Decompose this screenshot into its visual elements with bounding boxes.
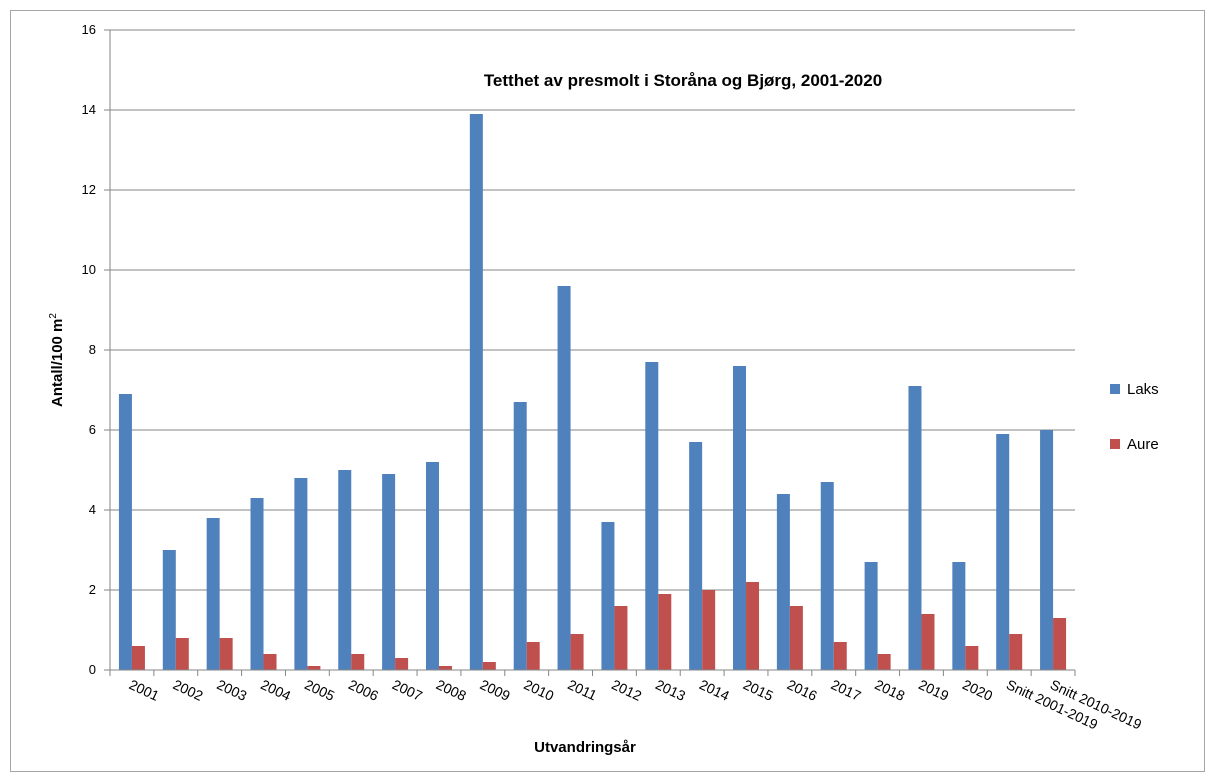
x-category-label: 2010 xyxy=(522,676,557,704)
bar-laks-2011 xyxy=(557,286,571,670)
y-tick-label: 16 xyxy=(82,22,96,37)
bar-laks-2014 xyxy=(689,442,703,670)
bar-aure-2002 xyxy=(175,638,189,670)
bar-aure-2012 xyxy=(614,606,628,670)
axes-group xyxy=(109,30,1076,676)
chart-title: Tetthet av presmolt i Storåna og Bjørg, … xyxy=(484,71,882,90)
x-category-label: 2009 xyxy=(478,676,513,704)
y-tick-label: 2 xyxy=(89,582,96,597)
bar-aure-2010 xyxy=(526,642,540,670)
bar-laks-2007 xyxy=(382,474,396,670)
y-axis-title: Antall/100 m2 xyxy=(48,313,66,407)
bar-aure-2015 xyxy=(746,582,760,670)
bar-laks-snitt-2010-2019 xyxy=(1040,430,1054,670)
x-category-labels: 2001 2002 2003 2004 2005 2006 2007 2008 2009 2010… xyxy=(127,676,1145,732)
y-tick-label: 8 xyxy=(89,342,96,357)
y-tick-label: 4 xyxy=(89,502,96,517)
bar-laks-2020 xyxy=(952,562,966,670)
bar-laks-2008 xyxy=(425,462,439,670)
bar-aure-2011 xyxy=(570,634,584,670)
x-category-label: 2017 xyxy=(829,676,864,704)
bar-laks-2017 xyxy=(820,482,834,670)
x-category-label: 2016 xyxy=(785,676,820,704)
bar-laks-2019 xyxy=(908,386,922,670)
x-category-label: 2019 xyxy=(916,676,951,704)
bar-laks-2015 xyxy=(733,366,747,670)
bar-aure-2005 xyxy=(307,666,321,670)
legend-swatch-laks xyxy=(1110,384,1120,394)
bar-aure-2009 xyxy=(482,662,496,670)
bar-laks-2001 xyxy=(118,394,132,670)
legend-label-laks: Laks xyxy=(1127,381,1159,398)
bar-laks-2012 xyxy=(601,522,615,670)
bar-aure-snitt-2010-2019 xyxy=(1053,618,1067,670)
bar-aure-2019 xyxy=(921,614,935,670)
bar-aure-2008 xyxy=(438,666,452,670)
y-axis-title-sup: 2 xyxy=(48,313,59,319)
bar-laks-2006 xyxy=(338,470,352,670)
bar-laks-2009 xyxy=(469,114,483,670)
x-category-label: 2007 xyxy=(390,676,425,704)
bar-laks-snitt-2001-2019 xyxy=(996,434,1010,670)
x-category-label: 2018 xyxy=(872,676,907,704)
bar-aure-2007 xyxy=(395,658,409,670)
y-tick-label: 6 xyxy=(89,422,96,437)
bar-aure-2018 xyxy=(877,654,891,670)
bar-laks-2013 xyxy=(645,362,659,670)
x-category-label: 2003 xyxy=(214,676,249,704)
y-tick-label: 0 xyxy=(89,662,96,677)
y-tick-label: 10 xyxy=(82,262,96,277)
legend-label-aure: Aure xyxy=(1127,436,1159,453)
bar-aure-2016 xyxy=(789,606,803,670)
bar-aure-2001 xyxy=(131,646,145,670)
bar-aure-2014 xyxy=(702,590,716,670)
bar-laks-2016 xyxy=(776,494,790,670)
legend-swatch-aure xyxy=(1110,439,1120,449)
x-category-label: 2014 xyxy=(697,676,732,704)
bar-aure-2013 xyxy=(658,594,672,670)
x-category-label: 2008 xyxy=(434,676,469,704)
bar-aure-2004 xyxy=(263,654,277,670)
x-category-label: 2015 xyxy=(741,676,776,704)
bar-laks-2005 xyxy=(294,478,308,670)
bar-aure-2003 xyxy=(219,638,233,670)
x-category-label: 2001 xyxy=(127,676,162,704)
y-tick-label: 14 xyxy=(82,102,96,117)
bar-laks-2003 xyxy=(206,518,220,670)
bars-group xyxy=(118,114,1067,670)
x-category-label: 2002 xyxy=(171,676,206,704)
legend: Laks Aure xyxy=(1110,381,1159,453)
x-category-label: 2006 xyxy=(346,676,381,704)
x-category-label: 2011 xyxy=(565,676,599,703)
y-tick-labels: 0 2 4 6 8 10 12 14 16 xyxy=(82,22,96,677)
bar-aure-2017 xyxy=(833,642,847,670)
x-category-label: 2004 xyxy=(258,676,293,704)
bar-laks-2018 xyxy=(864,562,878,670)
x-axis-title: Utvandringsår xyxy=(534,739,636,756)
bar-aure-2020 xyxy=(965,646,979,670)
bar-laks-2004 xyxy=(250,498,264,670)
x-category-label: 2020 xyxy=(960,676,995,704)
bar-laks-2002 xyxy=(162,550,176,670)
bar-laks-2010 xyxy=(513,402,527,670)
bar-aure-2006 xyxy=(351,654,365,670)
y-axis-title-main: Antall/100 m xyxy=(49,319,66,407)
x-category-label: 2012 xyxy=(609,676,644,704)
x-category-label: 2005 xyxy=(302,676,337,704)
x-category-label: 2013 xyxy=(653,676,688,704)
gridlines xyxy=(104,29,1075,671)
y-tick-label: 12 xyxy=(82,182,96,197)
bar-aure-snitt-2001-2019 xyxy=(1009,634,1023,670)
